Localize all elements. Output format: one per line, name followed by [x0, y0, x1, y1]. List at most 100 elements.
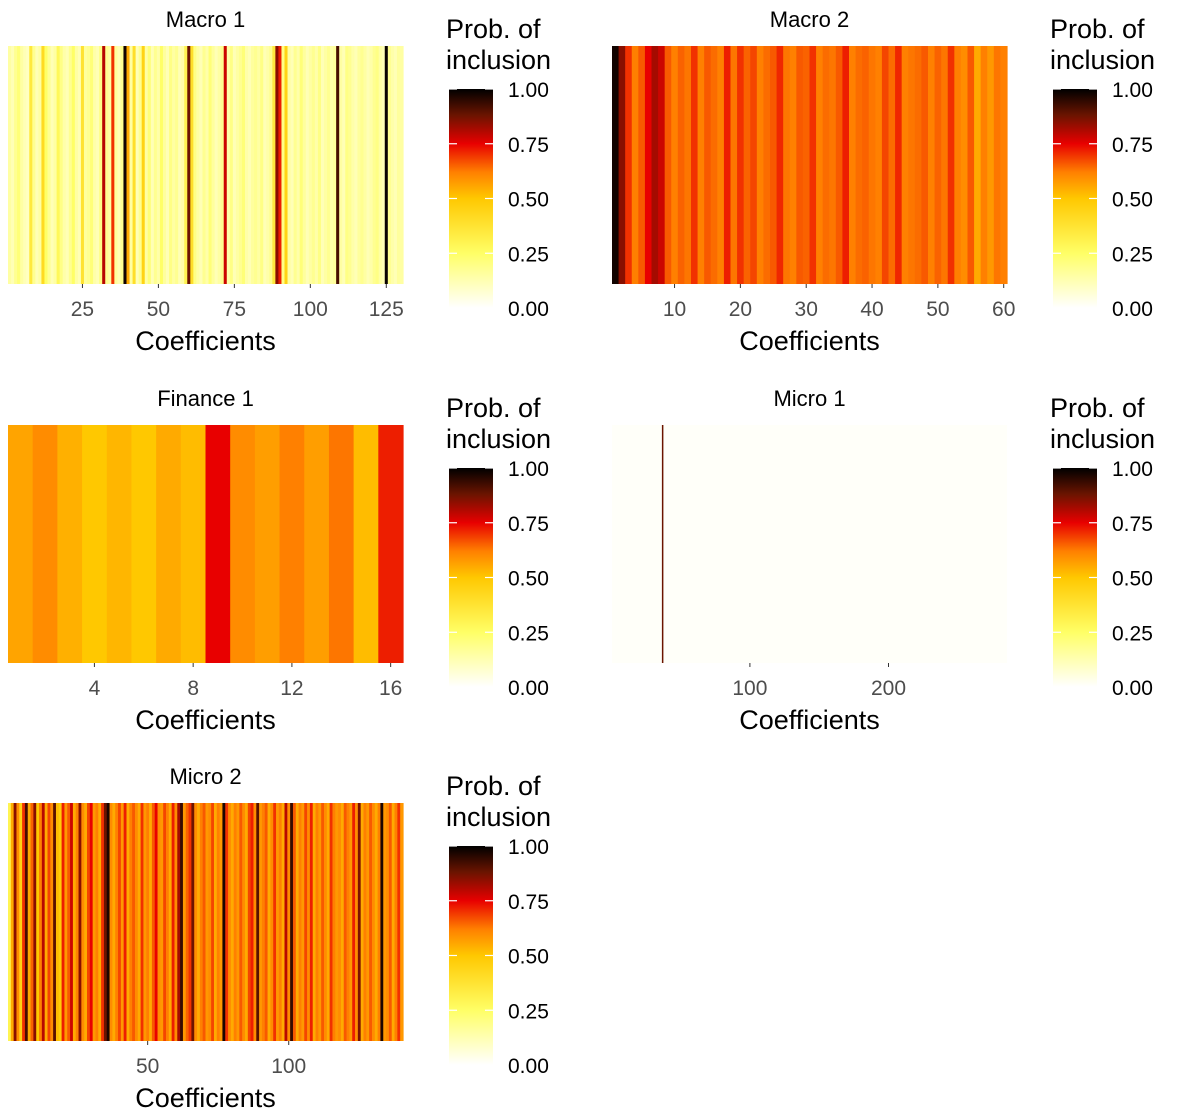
heat-cell	[272, 46, 276, 284]
heat-cell	[56, 46, 61, 284]
heat-cell	[330, 46, 334, 284]
legend-title-line1: Prob. of	[1050, 393, 1145, 423]
heat-cell	[357, 46, 362, 284]
heat-cell	[14, 46, 18, 284]
heat-cell	[960, 46, 969, 284]
heat-cell	[72, 803, 77, 1041]
colorbar-tick-label: 0.50	[1112, 189, 1153, 212]
heat-cell	[20, 46, 24, 284]
x-tick-label: 200	[871, 677, 906, 700]
heat-cell	[750, 46, 758, 284]
legend-title-line2: inclusion	[446, 424, 551, 454]
heat-cell	[67, 803, 71, 1041]
heat-cell	[366, 46, 371, 284]
colorbar-tick-label: 0.00	[1112, 298, 1153, 321]
legend-title-line2: inclusion	[446, 802, 551, 832]
heat-cell	[355, 803, 359, 1041]
heat-cell	[304, 803, 308, 1041]
heat-cell	[135, 46, 140, 284]
x-tick-label: 75	[223, 298, 246, 321]
heat-cell	[312, 803, 317, 1041]
heat-cell	[333, 46, 337, 284]
heat-cell	[324, 46, 328, 284]
heat-cell	[691, 46, 699, 284]
heat-cell	[41, 46, 46, 284]
heat-cell	[50, 46, 55, 284]
heat-cell	[241, 46, 246, 284]
heat-cell	[191, 803, 195, 1041]
heat-cell	[65, 46, 70, 284]
heat-cell	[307, 803, 311, 1041]
heat-cell	[29, 46, 33, 284]
heat-cell	[199, 803, 204, 1041]
colorbar-tick-label: 0.00	[508, 677, 549, 700]
heat-cell	[99, 46, 103, 284]
heat-cell	[309, 803, 314, 1041]
heat-cell	[822, 46, 830, 284]
heat-cell	[208, 46, 213, 284]
heat-cell	[44, 46, 49, 284]
colorbar-tick-label: 0.25	[508, 622, 549, 645]
heat-cell	[320, 46, 325, 284]
heat-cell	[342, 46, 346, 284]
heat-cell	[196, 46, 201, 284]
heat-cell	[384, 46, 389, 284]
heat-cell	[36, 803, 40, 1041]
heat-cell	[270, 803, 274, 1041]
heat-cell	[59, 46, 64, 284]
heat-cell	[353, 425, 379, 663]
colorbar-tick-label: 1.00	[508, 458, 549, 481]
heat-cell	[816, 46, 824, 284]
heat-cell	[150, 46, 155, 284]
heat-cell	[855, 46, 863, 284]
colorbar-tick-label: 0.25	[508, 1000, 549, 1023]
heat-cell	[144, 46, 149, 284]
heat-cell	[199, 46, 204, 284]
heat-cell	[281, 46, 286, 284]
heat-cell	[225, 803, 229, 1041]
heat-cell	[400, 803, 404, 1041]
heat-cell	[618, 46, 626, 284]
heat-cell	[305, 46, 310, 284]
panel-finance-1: Finance 1 4 8 12 16 Coefficients Prob. ofinclu…	[8, 386, 551, 735]
heat-cell	[377, 803, 382, 1041]
heat-cell	[993, 46, 1002, 284]
heat-cell	[302, 46, 307, 284]
heat-cell	[95, 803, 99, 1041]
heat-cell	[369, 803, 373, 1041]
heat-cell	[357, 803, 362, 1041]
heat-cell	[58, 803, 63, 1041]
heat-cell	[324, 803, 328, 1041]
colorbar-tick-label: 0.50	[508, 568, 549, 591]
heat-cell	[16, 803, 20, 1041]
heat-cell	[62, 46, 67, 284]
heat-cell	[980, 46, 988, 284]
heat-cell	[954, 46, 962, 284]
heat-cell	[314, 46, 319, 284]
heat-cell	[934, 46, 942, 284]
heat-cell	[32, 425, 58, 663]
heat-cell	[684, 46, 692, 284]
heat-cell	[13, 803, 18, 1041]
heat-cell	[730, 46, 738, 284]
colorbar-tick-label: 0.00	[508, 1055, 549, 1078]
heat-cell	[254, 46, 258, 284]
heat-cell	[149, 803, 153, 1041]
heat-cell	[47, 46, 52, 284]
heat-cell	[290, 803, 294, 1041]
heat-cell	[33, 803, 37, 1041]
heat-cell	[332, 803, 336, 1041]
heat-cell	[98, 803, 102, 1041]
heat-cell	[8, 803, 12, 1041]
heat-cell	[661, 425, 664, 663]
legend-title-line1: Prob. of	[446, 393, 541, 423]
heat-cell	[216, 803, 221, 1041]
heat-cell	[123, 46, 128, 284]
heat-cell	[90, 46, 94, 284]
heat-cell	[8, 46, 12, 284]
colorbar-tick-label: 0.75	[1112, 134, 1153, 157]
heat-cell	[101, 803, 105, 1041]
heat-cell	[360, 46, 365, 284]
